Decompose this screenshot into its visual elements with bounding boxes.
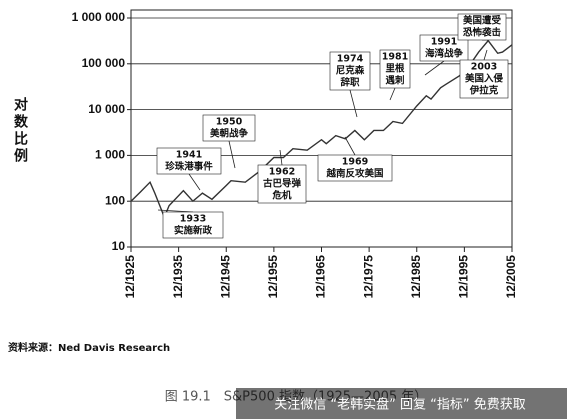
annotation: 1933 [180, 214, 206, 225]
annotation-box [202, 114, 256, 142]
leader-line [228, 140, 236, 169]
series-line [130, 39, 513, 219]
watermark: 关注微信 “老韩实盘” 回复 “指标” 免费获取 [274, 397, 525, 413]
annotation: 1941 [176, 150, 202, 161]
annotation: 珍珠港事件 [165, 161, 213, 173]
annotation: 实施新政 [174, 225, 213, 237]
x-tick-label: 12/1945 [218, 255, 232, 299]
annotation-box [329, 51, 371, 91]
annotation: 美国入侵 [464, 73, 504, 85]
watermark-bg [236, 388, 567, 419]
y-tick-label: 100 000 [82, 56, 126, 70]
annotation: 1969 [342, 157, 368, 168]
annotation: 危机 [271, 190, 292, 202]
annotation: 1974 [337, 54, 364, 65]
annotation: 1962 [269, 167, 295, 178]
y-tick-label: 10 [112, 239, 126, 253]
annotation-box [317, 154, 393, 182]
annotation: 1981 [382, 52, 408, 63]
x-tick-label: 12/1975 [361, 255, 375, 299]
leader-line [344, 136, 356, 156]
annotation-box [257, 164, 307, 204]
annotation: 1991 [431, 37, 457, 48]
x-tick-label: 12/1935 [171, 255, 185, 299]
y-tick-label: 10 000 [88, 102, 125, 116]
y-axis-label: 对数比例 [12, 96, 28, 165]
annotation: 辞职 [340, 77, 360, 89]
leader-line [349, 89, 358, 118]
x-tick-label: 12/2005 [504, 255, 518, 299]
annotation: 遇刺 [385, 75, 404, 87]
x-tick-label: 12/1995 [457, 255, 471, 299]
leader-line [483, 49, 488, 61]
y-tick-label: 100 [105, 193, 125, 207]
source: 资料来源：Ned Davis Research [8, 341, 170, 354]
x-tick-label: 12/1925 [123, 255, 137, 299]
annotation: 尼克森 [336, 65, 365, 77]
y-tick-label: 1 000 [95, 148, 125, 162]
annotation-box [162, 211, 224, 239]
annotation: 越南反攻美国 [325, 168, 383, 180]
leader-line [157, 209, 194, 213]
leader-line [424, 60, 445, 76]
leader-line [188, 173, 201, 191]
annotation: 美国遭受 [462, 15, 502, 27]
y-tick-label: 1 000 000 [72, 10, 126, 24]
annotation-box [457, 13, 507, 41]
annotation: 伊拉克 [469, 85, 499, 97]
x-tick-label: 12/1965 [314, 255, 328, 299]
leader-line [279, 149, 283, 166]
annotation-box [459, 59, 509, 99]
annotation: 1950 [216, 117, 243, 128]
annotation: 2003 [471, 62, 497, 73]
annotation: 里根 [385, 63, 405, 75]
annotation-box [379, 49, 411, 89]
annotation: 海湾战争 [425, 48, 464, 60]
leader-line [389, 87, 396, 101]
x-tick-label: 12/1985 [409, 255, 423, 299]
annotation: 古巴导弹 [263, 178, 302, 190]
annotation: 恐怖袭击 [463, 27, 502, 39]
annotation: 美朝战争 [209, 128, 249, 140]
annotation-box [156, 147, 222, 175]
x-tick-label: 12/1955 [266, 255, 280, 299]
